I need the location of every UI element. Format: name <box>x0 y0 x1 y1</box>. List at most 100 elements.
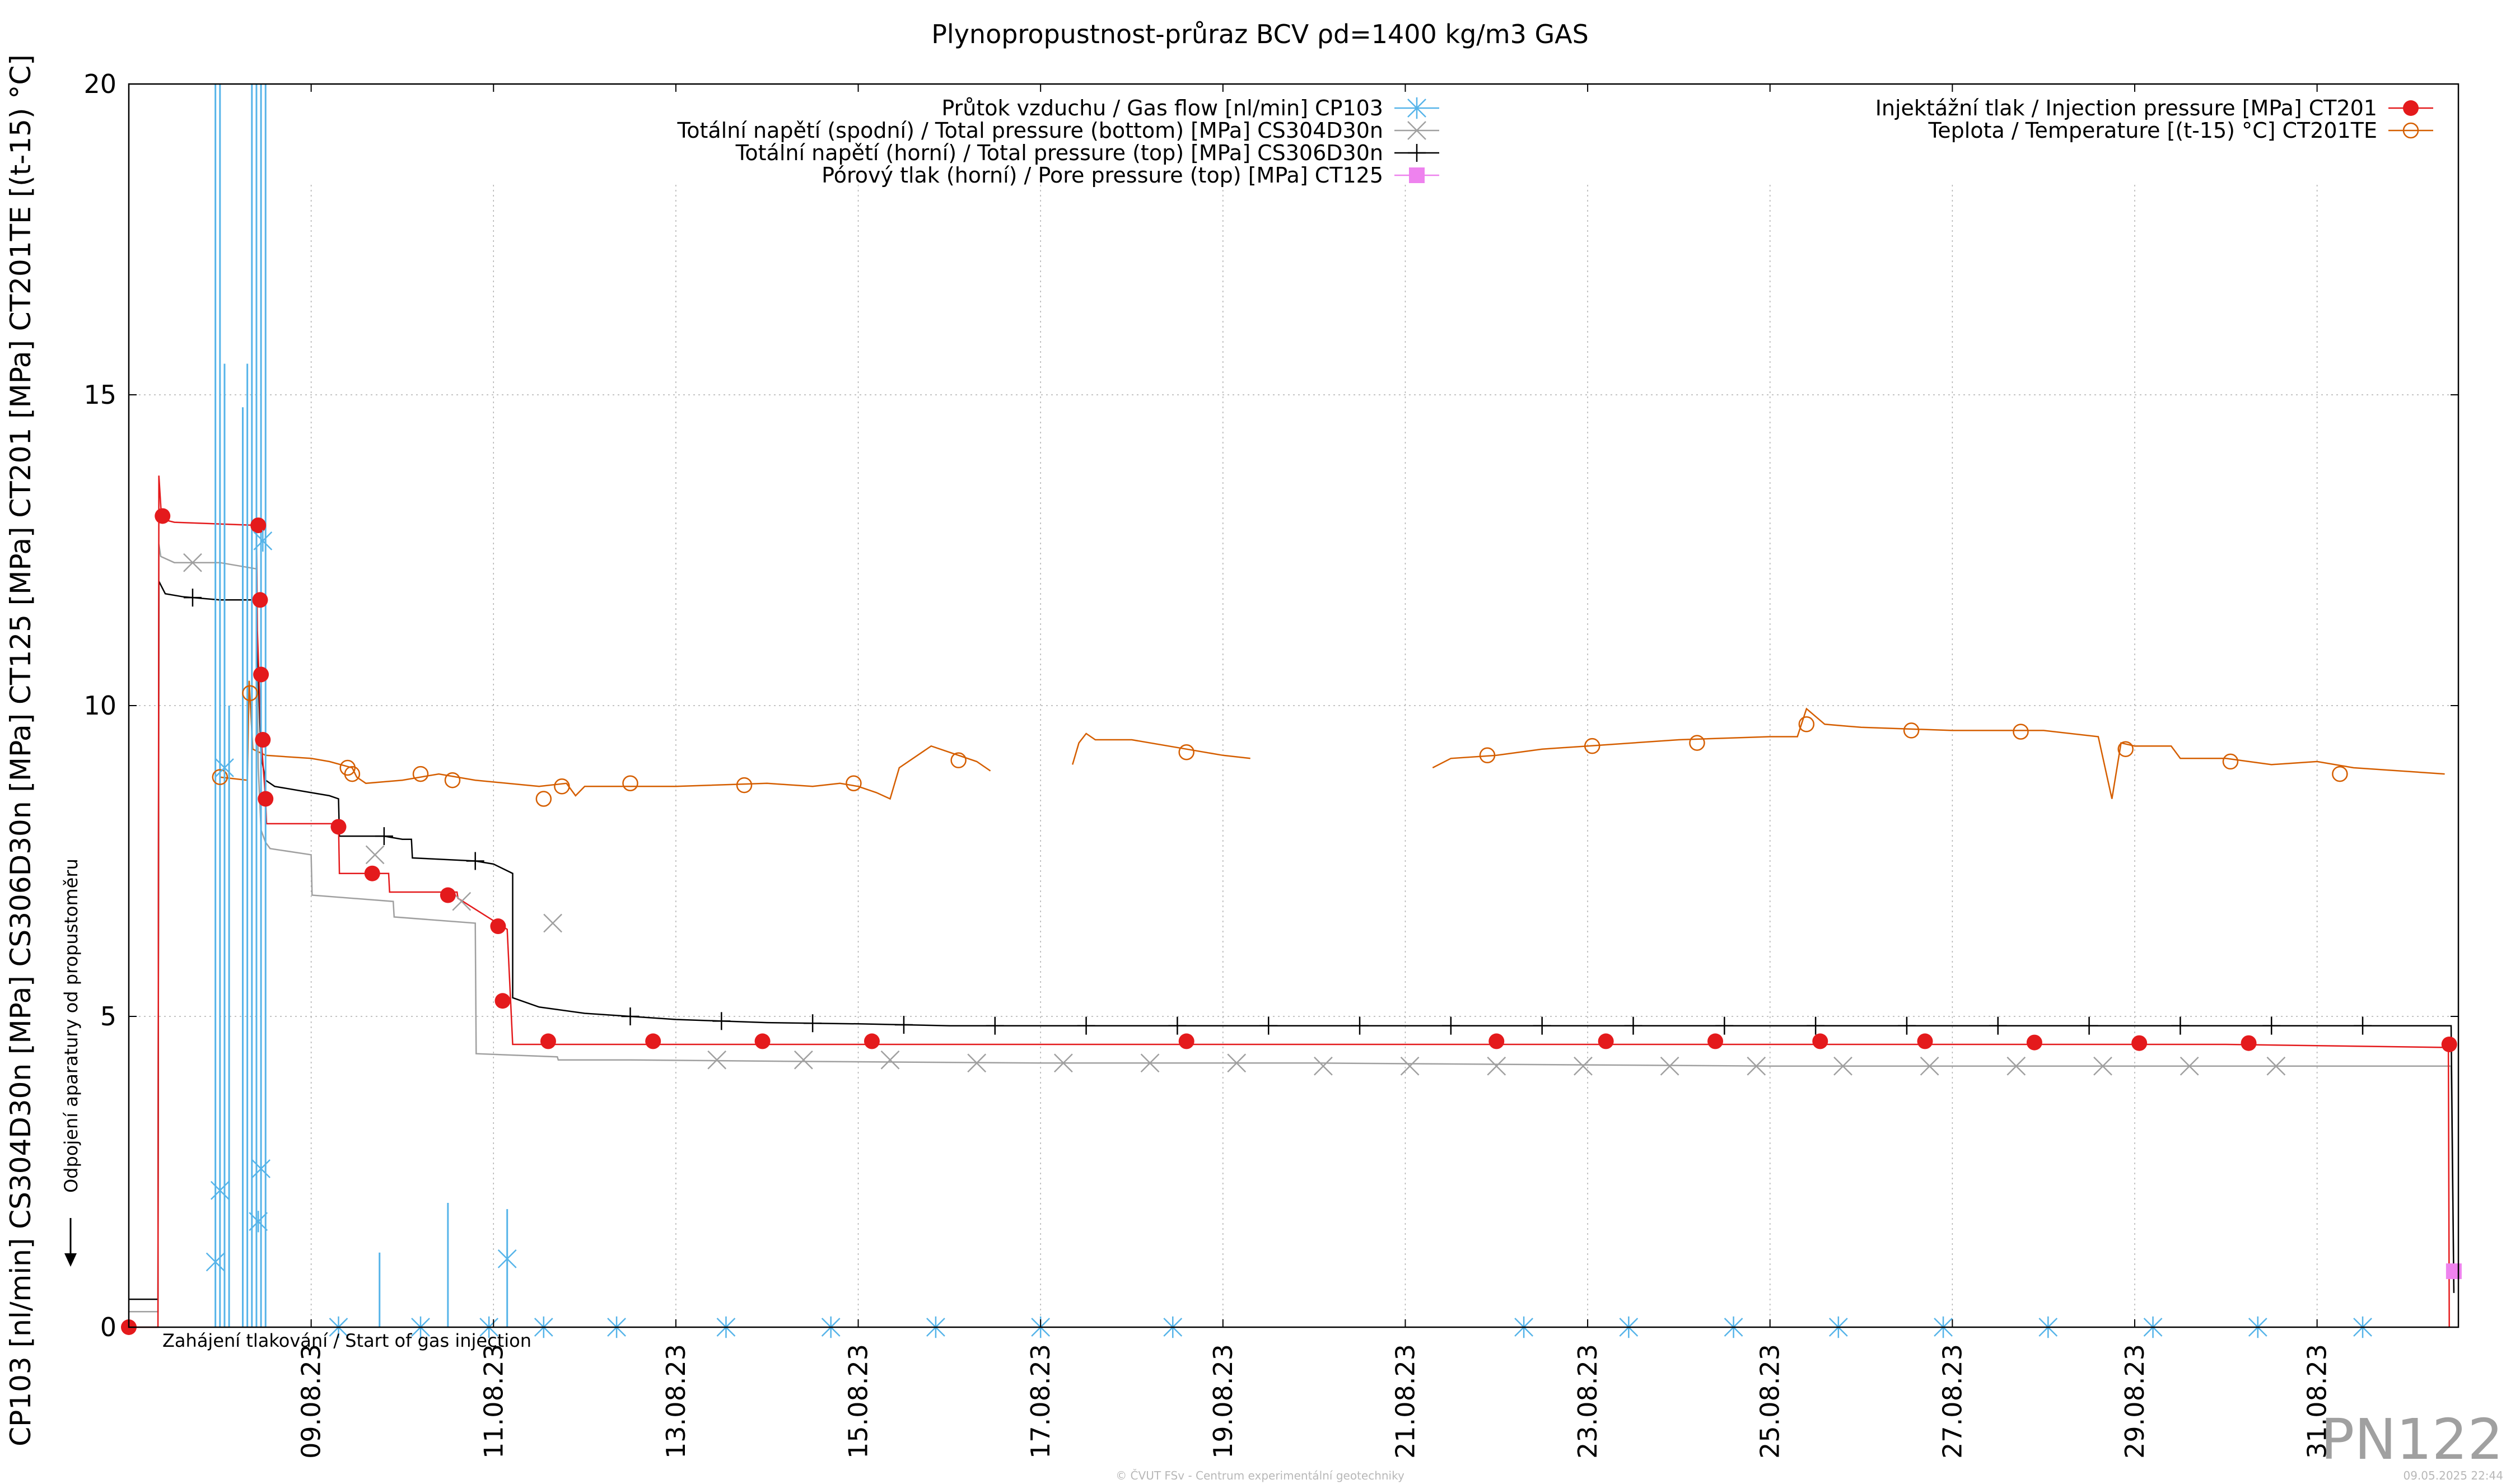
x-tick-label-8: 25.08.23 <box>1755 1344 1785 1459</box>
series-marker-CS304D30n-22 <box>2266 1056 2286 1076</box>
series-marker-CP103-3 <box>249 1211 268 1233</box>
series-marker-CT201TE_c-1 <box>1584 738 1600 754</box>
legend-marker-right-1 <box>2402 122 2419 139</box>
series-marker-CT201TE_c-5 <box>2013 724 2029 740</box>
series-marker-CS304D30n-16 <box>1747 1056 1766 1076</box>
chart-title: Plynopropustnost-průraz BCV ρd=1400 kg/m… <box>931 19 1589 49</box>
series-marker-CP103-5 <box>253 530 273 552</box>
series-line-CT201TE_c <box>1432 707 2445 799</box>
series-marker-CT201-25 <box>2441 1036 2457 1052</box>
series-marker-CS304D30n-14 <box>1574 1056 1593 1076</box>
series-marker-CT201TE-9 <box>736 777 753 794</box>
axis-ticks: 0 5 10 15 20 09.08.23 11.08.23 13.08.23 15.08.23… <box>83 69 2458 1459</box>
series-marker-CS306D30n-13 <box>1533 1016 1551 1035</box>
series-marker-CS306D30n-15 <box>1715 1016 1734 1035</box>
x-tick-label-4: 17.08.23 <box>1025 1344 1056 1459</box>
y-tick-label-2: 10 <box>83 690 116 721</box>
x-tick-label-11: 31.08.23 <box>2302 1344 2332 1459</box>
legend: Průtok vzduchu / Gas flow [nl/min] CP103… <box>676 96 2433 188</box>
series-marker-CP103-0 <box>206 1251 225 1273</box>
series-marker-CT201-19 <box>1707 1033 1724 1049</box>
y-axis-label: CP103 [nl/min] CS304D30n [MPa] CS306D30n… <box>4 54 37 1446</box>
series-marker-CS304D30n-21 <box>2180 1056 2199 1076</box>
series-marker-CT201TE-0 <box>212 769 228 785</box>
series-marker-CS306D30n-12 <box>1441 1016 1460 1035</box>
series-layer <box>129 84 2455 1328</box>
series-marker-CT201-10 <box>490 918 506 935</box>
series-marker-CS304D30n-15 <box>1660 1056 1679 1076</box>
series-marker-CT201TE_c-7 <box>2222 753 2239 770</box>
series-line-CT201TE_b <box>1072 732 1250 765</box>
series-marker-CS304D30n-6 <box>880 1050 900 1070</box>
series-marker-CT201-8 <box>364 865 380 881</box>
series-marker-CS306D30n-4 <box>712 1012 731 1030</box>
footer-timestamp: 09.05.2025 22:44 <box>2403 1469 2503 1482</box>
series-marker-CT201-6 <box>258 791 274 807</box>
series-line-CT201TE <box>220 680 991 800</box>
series-marker-CP103-4 <box>251 1158 270 1180</box>
series-marker-CS306D30n-6 <box>894 1015 913 1034</box>
series-marker-CS306D30n-2 <box>466 852 484 870</box>
y-tick-label-3: 15 <box>83 380 116 410</box>
series-marker-CT201-23 <box>2131 1035 2148 1051</box>
legend-marker-right-0 <box>2403 100 2419 116</box>
series-marker-CT201TE-4 <box>412 766 429 782</box>
series-marker-CS306D30n-10 <box>1259 1016 1278 1035</box>
series-marker-CT201TE_b-0 <box>1178 744 1194 760</box>
series-marker-CT201-22 <box>2026 1034 2042 1051</box>
series-marker-CT201TE_c-0 <box>1479 747 1496 764</box>
series-marker-CT201-18 <box>1598 1033 1614 1049</box>
series-marker-CS306D30n-19 <box>2080 1016 2098 1035</box>
series-marker-CT201-24 <box>2241 1035 2257 1051</box>
footer-copyright: © ČVUT FSv - Centrum experimentální geot… <box>1116 1469 1404 1482</box>
series-marker-CS306D30n-22 <box>2354 1016 2372 1035</box>
series-marker-CS306D30n-8 <box>1077 1016 1095 1035</box>
vertical-annotation: Odpojení aparatury od propustoměru <box>60 858 82 1193</box>
series-marker-CT201-20 <box>1812 1033 1828 1049</box>
series-marker-CT201-9 <box>440 887 456 903</box>
series-marker-CS306D30n-17 <box>1897 1016 1916 1035</box>
series-marker-CS304D30n-20 <box>2093 1056 2112 1076</box>
legend-marker-left-3 <box>1409 167 1425 183</box>
series-marker-CT201-11 <box>494 993 511 1009</box>
series-marker-CT201TE-10 <box>846 775 862 791</box>
series-marker-CS304D30n-19 <box>2006 1056 2026 1076</box>
legend-label-left-2: Totální napětí (horní) / Total pressure … <box>735 141 1383 165</box>
x-tick-label-0: 09.08.23 <box>296 1344 326 1459</box>
series-line-CS304D30n <box>129 544 2455 1313</box>
series-marker-CT201-13 <box>645 1033 661 1049</box>
x-tick-label-7: 23.08.23 <box>1572 1344 1603 1459</box>
series-marker-CS304D30n-1 <box>365 845 385 865</box>
series-marker-CS304D30n-8 <box>1054 1053 1073 1073</box>
x-tick-label-10: 29.08.23 <box>2120 1344 2150 1459</box>
series-marker-CS306D30n-5 <box>804 1014 822 1033</box>
x-tick-label-5: 19.08.23 <box>1208 1344 1238 1459</box>
series-line-CS306D30n <box>129 581 2455 1300</box>
series-marker-CT201TE-5 <box>444 772 461 788</box>
series-marker-CT201TE_c-8 <box>2332 766 2348 782</box>
series-marker-CT201-21 <box>1917 1033 1933 1049</box>
series-marker-CT201-5 <box>255 732 271 748</box>
legend-marker-left-0 <box>1407 97 1426 119</box>
series-marker-CT201TE_c-2 <box>1689 735 1705 751</box>
x-tick-label-2: 13.08.23 <box>661 1344 691 1459</box>
bottom-annotation: Zahájení tlakování / Start of gas inject… <box>162 1330 531 1351</box>
series-marker-CS306D30n-18 <box>1989 1016 2007 1035</box>
series-marker-CT201-2 <box>250 517 267 534</box>
start-arrow <box>64 1218 77 1267</box>
series-marker-CS306D30n-3 <box>621 1007 640 1025</box>
series-marker-CP103-1 <box>210 1179 230 1201</box>
series-marker-CS304D30n-18 <box>1920 1056 1939 1076</box>
series-marker-CS304D30n-5 <box>794 1050 813 1070</box>
y-tick-label-0: 0 <box>100 1312 116 1342</box>
series-marker-CT201TE-3 <box>344 766 361 782</box>
series-marker-CS306D30n-1 <box>375 827 393 846</box>
series-marker-CT201-17 <box>1488 1033 1505 1049</box>
series-marker-CS306D30n-9 <box>1168 1016 1187 1035</box>
series-marker-CS304D30n-11 <box>1314 1056 1333 1076</box>
series-marker-CS306D30n-16 <box>1807 1016 1825 1035</box>
series-marker-CS304D30n-7 <box>967 1053 987 1073</box>
series-marker-CS306D30n-14 <box>1624 1016 1642 1035</box>
y-tick-label-4: 20 <box>83 69 116 99</box>
series-marker-CT201TE-6 <box>535 791 552 807</box>
